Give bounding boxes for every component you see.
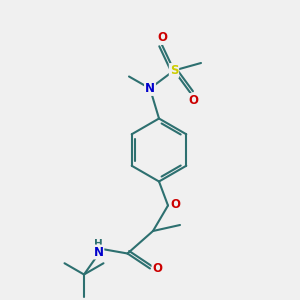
Text: H: H: [94, 238, 103, 249]
Text: N: N: [93, 245, 103, 259]
Text: S: S: [170, 64, 178, 77]
Text: O: O: [152, 262, 163, 275]
Text: O: O: [188, 94, 199, 107]
Text: O: O: [157, 31, 167, 44]
Text: N: N: [145, 82, 155, 95]
Text: O: O: [170, 197, 181, 211]
